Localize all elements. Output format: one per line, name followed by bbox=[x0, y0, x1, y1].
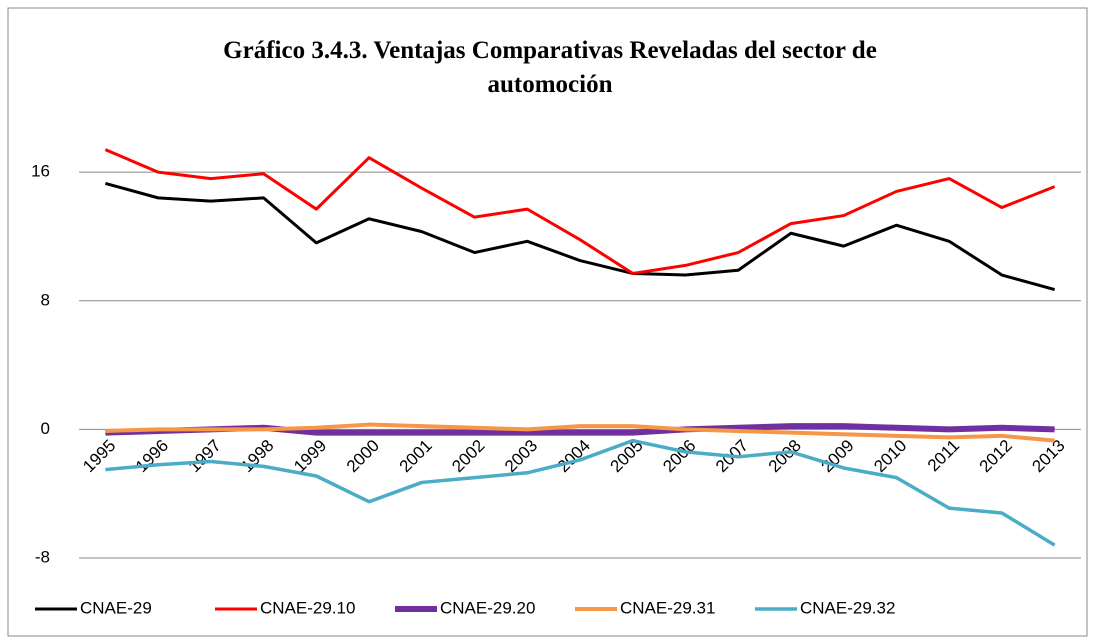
legend-label: CNAE-29.32 bbox=[800, 598, 895, 617]
legend-label: CNAE-29.20 bbox=[440, 598, 535, 617]
legend-label: CNAE-29 bbox=[80, 598, 152, 617]
series-line bbox=[104, 181, 1056, 291]
chart-title: Gráfico 3.4.3. Ventajas Comparativas Rev… bbox=[223, 37, 877, 98]
y-tick-label: 0 bbox=[41, 419, 50, 438]
y-tick-label: 8 bbox=[41, 290, 50, 309]
y-tick-label: -8 bbox=[35, 547, 50, 566]
legend-label: CNAE-29.10 bbox=[260, 598, 355, 617]
y-tick-label: 16 bbox=[31, 162, 50, 181]
series-line bbox=[105, 422, 1055, 443]
series-line bbox=[105, 438, 1056, 547]
chart-border bbox=[7, 7, 1088, 637]
series-line bbox=[104, 148, 1056, 275]
legend-label: CNAE-29.31 bbox=[620, 598, 715, 617]
